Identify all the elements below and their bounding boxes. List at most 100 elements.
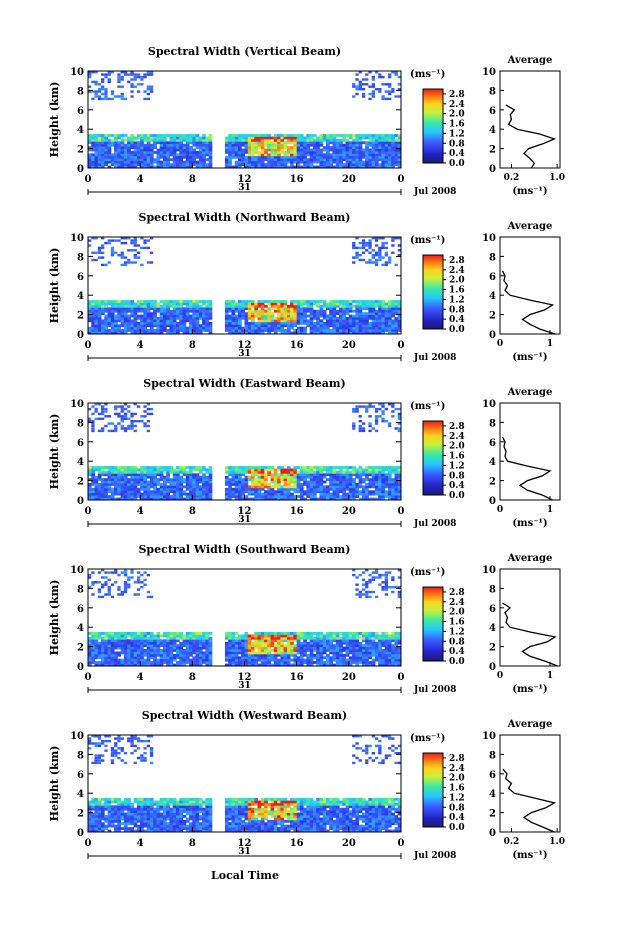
heatmap-cell — [91, 165, 95, 169]
heatmap-cell — [365, 134, 369, 137]
heatmap-cell — [270, 497, 275, 501]
heatmap-cell — [179, 160, 183, 164]
heatmap-cell — [94, 153, 99, 157]
heatmap-cell — [332, 495, 337, 498]
heatmap-cell — [149, 632, 154, 635]
heatmap-cell — [140, 141, 144, 145]
heatmap-cell — [286, 317, 291, 320]
heatmap-cell — [140, 573, 144, 577]
heatmap-cell — [394, 468, 399, 472]
heatmap-cell — [241, 300, 245, 303]
heatmap-cell — [130, 319, 135, 323]
heatmap-cell — [104, 593, 108, 596]
heatmap-cell — [388, 487, 392, 491]
heatmap-cell — [149, 478, 154, 481]
heatmap-cell — [179, 470, 183, 474]
heatmap-cell — [198, 151, 203, 154]
heatmap-cell — [224, 151, 229, 154]
heatmap-cell — [231, 324, 236, 328]
heatmap-cell — [192, 319, 196, 323]
heatmap-cell — [185, 309, 190, 313]
heatmap-cell — [247, 324, 252, 328]
x-tick-label: 0 — [85, 340, 92, 351]
heatmap-cell — [267, 314, 271, 318]
heatmap-cell — [133, 487, 138, 491]
heatmap-cell — [244, 661, 249, 664]
heatmap-cell — [234, 148, 239, 152]
heatmap-cell — [348, 495, 353, 498]
heatmap-cell — [371, 163, 376, 166]
heatmap-cell — [169, 649, 174, 652]
heatmap-cell — [114, 304, 118, 308]
heatmap-cell — [195, 153, 200, 157]
heatmap-cell — [361, 321, 366, 325]
heatmap-cell — [254, 478, 258, 481]
heatmap-cell — [101, 134, 105, 137]
heatmap-cell — [130, 312, 135, 315]
heatmap-cell — [388, 483, 392, 486]
heatmap-cell — [293, 321, 298, 325]
heatmap-cell — [280, 326, 285, 330]
heatmap-cell — [123, 329, 128, 332]
heatmap-cell — [348, 470, 353, 474]
heatmap-cell — [299, 141, 304, 145]
heatmap-cell — [97, 588, 102, 591]
heatmap-cell — [368, 138, 373, 142]
heatmap-cell — [130, 165, 135, 169]
heatmap-cell — [205, 153, 210, 157]
heatmap-cell — [309, 492, 314, 496]
heatmap-cell — [319, 497, 324, 501]
heatmap-cell — [267, 468, 271, 472]
heatmap-cell — [388, 490, 392, 494]
heatmap-cell — [97, 304, 102, 308]
heatmap-cell — [198, 661, 203, 664]
heatmap-cell — [149, 146, 154, 149]
heatmap-cell — [114, 146, 118, 149]
heatmap-cell — [371, 497, 376, 501]
heatmap-cell — [172, 141, 177, 145]
heatmap-cell — [238, 649, 242, 652]
heatmap-cell — [136, 300, 141, 303]
heatmap-cell — [159, 653, 164, 657]
heatmap-cell — [244, 470, 249, 474]
heatmap-cell — [133, 644, 138, 647]
heatmap-cell — [192, 312, 196, 315]
heatmap-cell — [104, 651, 108, 655]
heatmap-cell — [388, 158, 392, 162]
heatmap-cell — [381, 141, 386, 145]
heatmap-cell — [316, 321, 320, 325]
heatmap-cell — [195, 138, 200, 142]
heatmap-cell — [378, 304, 382, 308]
heatmap-cell — [286, 321, 291, 325]
heatmap-cell — [388, 85, 392, 88]
heatmap-cell — [104, 302, 108, 306]
heatmap-cell — [234, 632, 239, 635]
heatmap-cell — [110, 90, 115, 93]
heatmap-cell — [202, 483, 206, 486]
heatmap-cell — [381, 307, 386, 311]
heatmap-cell — [342, 466, 346, 469]
heatmap-cell — [94, 163, 99, 166]
heatmap-cell — [391, 312, 395, 315]
heatmap-cell — [153, 480, 157, 484]
heatmap-cell — [277, 473, 281, 477]
heatmap-cell — [91, 581, 95, 584]
heatmap-cell — [394, 95, 398, 98]
heatmap-cell — [198, 141, 203, 145]
heatmap-cell — [332, 485, 337, 489]
heatmap-cell — [397, 429, 401, 433]
heatmap-cell — [114, 653, 118, 657]
heatmap-cell — [189, 641, 193, 645]
heatmap-cell — [391, 300, 395, 303]
heatmap-cell — [159, 663, 164, 667]
heatmap-cell — [280, 319, 285, 323]
heatmap-cell — [179, 636, 183, 640]
heatmap-cell — [166, 331, 170, 335]
heatmap-cell — [107, 160, 112, 164]
heatmap-cell — [224, 651, 229, 655]
heatmap-cell — [107, 309, 112, 313]
heatmap-cell — [146, 317, 151, 320]
heatmap-cell — [185, 658, 190, 662]
heatmap-cell — [339, 329, 343, 332]
heatmap-cell — [313, 329, 317, 332]
